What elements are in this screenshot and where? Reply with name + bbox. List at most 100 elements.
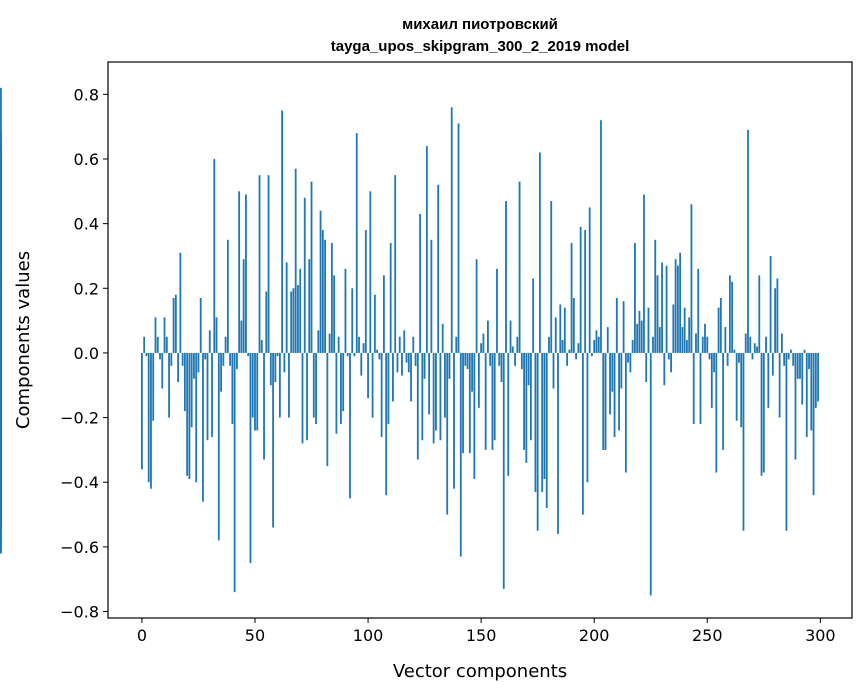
bar xyxy=(428,352,431,415)
bar xyxy=(672,304,675,353)
bar xyxy=(202,352,204,502)
bar xyxy=(805,352,808,437)
bar xyxy=(615,297,618,353)
bar xyxy=(728,275,731,353)
bar xyxy=(643,194,645,353)
bar xyxy=(441,323,444,353)
bar xyxy=(236,352,238,370)
bar xyxy=(249,352,252,564)
bar xyxy=(382,275,385,353)
bar xyxy=(0,352,2,528)
bar xyxy=(796,352,799,379)
bar xyxy=(539,152,541,353)
bar xyxy=(647,307,650,353)
bar xyxy=(695,333,697,353)
x-tick-label: 300 xyxy=(805,626,836,645)
bar xyxy=(747,129,749,353)
bar xyxy=(358,336,360,353)
bar xyxy=(586,352,589,483)
bar xyxy=(450,107,453,353)
bar xyxy=(174,294,177,353)
bar xyxy=(181,352,184,366)
bar xyxy=(663,352,666,386)
bar xyxy=(455,336,458,353)
bar xyxy=(321,230,324,353)
bar xyxy=(731,281,734,353)
bar xyxy=(588,207,591,353)
bar xyxy=(634,243,636,353)
bar xyxy=(618,352,620,431)
bar xyxy=(475,259,478,353)
bar xyxy=(355,133,358,353)
bar xyxy=(380,352,383,437)
bar xyxy=(760,352,763,476)
bar xyxy=(715,352,718,473)
bar xyxy=(477,352,480,408)
bar xyxy=(186,352,189,476)
bar xyxy=(758,275,761,353)
bar xyxy=(507,352,510,476)
bar xyxy=(156,336,159,353)
bar xyxy=(263,352,265,460)
bar xyxy=(283,352,286,373)
bar xyxy=(0,343,2,353)
bar xyxy=(245,194,247,353)
bar xyxy=(299,268,302,353)
bar xyxy=(165,336,168,353)
bar xyxy=(238,191,241,353)
bar xyxy=(217,352,220,541)
bar xyxy=(459,352,462,557)
bar xyxy=(670,352,672,373)
bar xyxy=(710,352,713,408)
bar xyxy=(751,352,754,360)
bar xyxy=(251,352,254,418)
bar xyxy=(312,352,315,418)
bar xyxy=(579,226,582,353)
bar xyxy=(432,352,435,444)
bar xyxy=(154,317,157,353)
bar xyxy=(448,352,451,379)
bar xyxy=(288,352,290,418)
bar xyxy=(681,327,684,353)
bar xyxy=(199,297,202,353)
bar xyxy=(636,323,639,353)
bar xyxy=(548,336,550,353)
bar xyxy=(738,352,740,363)
bar xyxy=(480,343,483,353)
bar xyxy=(403,330,406,353)
bar xyxy=(498,352,501,366)
bar xyxy=(638,310,641,353)
bar xyxy=(817,352,819,402)
bar xyxy=(514,352,516,366)
x-axis-ticks: 0 50 100 150 200 250 300 xyxy=(137,618,836,645)
bar xyxy=(554,317,557,353)
bar xyxy=(606,327,609,353)
bar xyxy=(812,352,815,496)
bar xyxy=(285,262,288,353)
bar xyxy=(803,349,806,353)
bar xyxy=(462,352,464,454)
bar xyxy=(701,336,704,353)
bar xyxy=(550,201,553,353)
bar xyxy=(559,304,562,353)
y-tick-label: −0.8 xyxy=(60,603,99,622)
bar xyxy=(744,333,747,353)
bar xyxy=(281,110,284,353)
bar xyxy=(213,158,216,353)
bar xyxy=(161,352,164,389)
bar xyxy=(609,352,611,415)
bar xyxy=(482,333,485,353)
bar xyxy=(572,297,575,353)
bar xyxy=(292,288,295,353)
bar xyxy=(810,352,813,431)
x-tick-label: 250 xyxy=(692,626,723,645)
bar xyxy=(247,352,250,357)
bar xyxy=(584,230,587,353)
bar xyxy=(627,352,630,363)
bar xyxy=(808,352,810,370)
bar xyxy=(215,317,218,353)
bar xyxy=(258,175,261,353)
y-tick-label: 0.4 xyxy=(74,215,99,234)
bar xyxy=(371,352,374,418)
bar xyxy=(147,352,150,483)
